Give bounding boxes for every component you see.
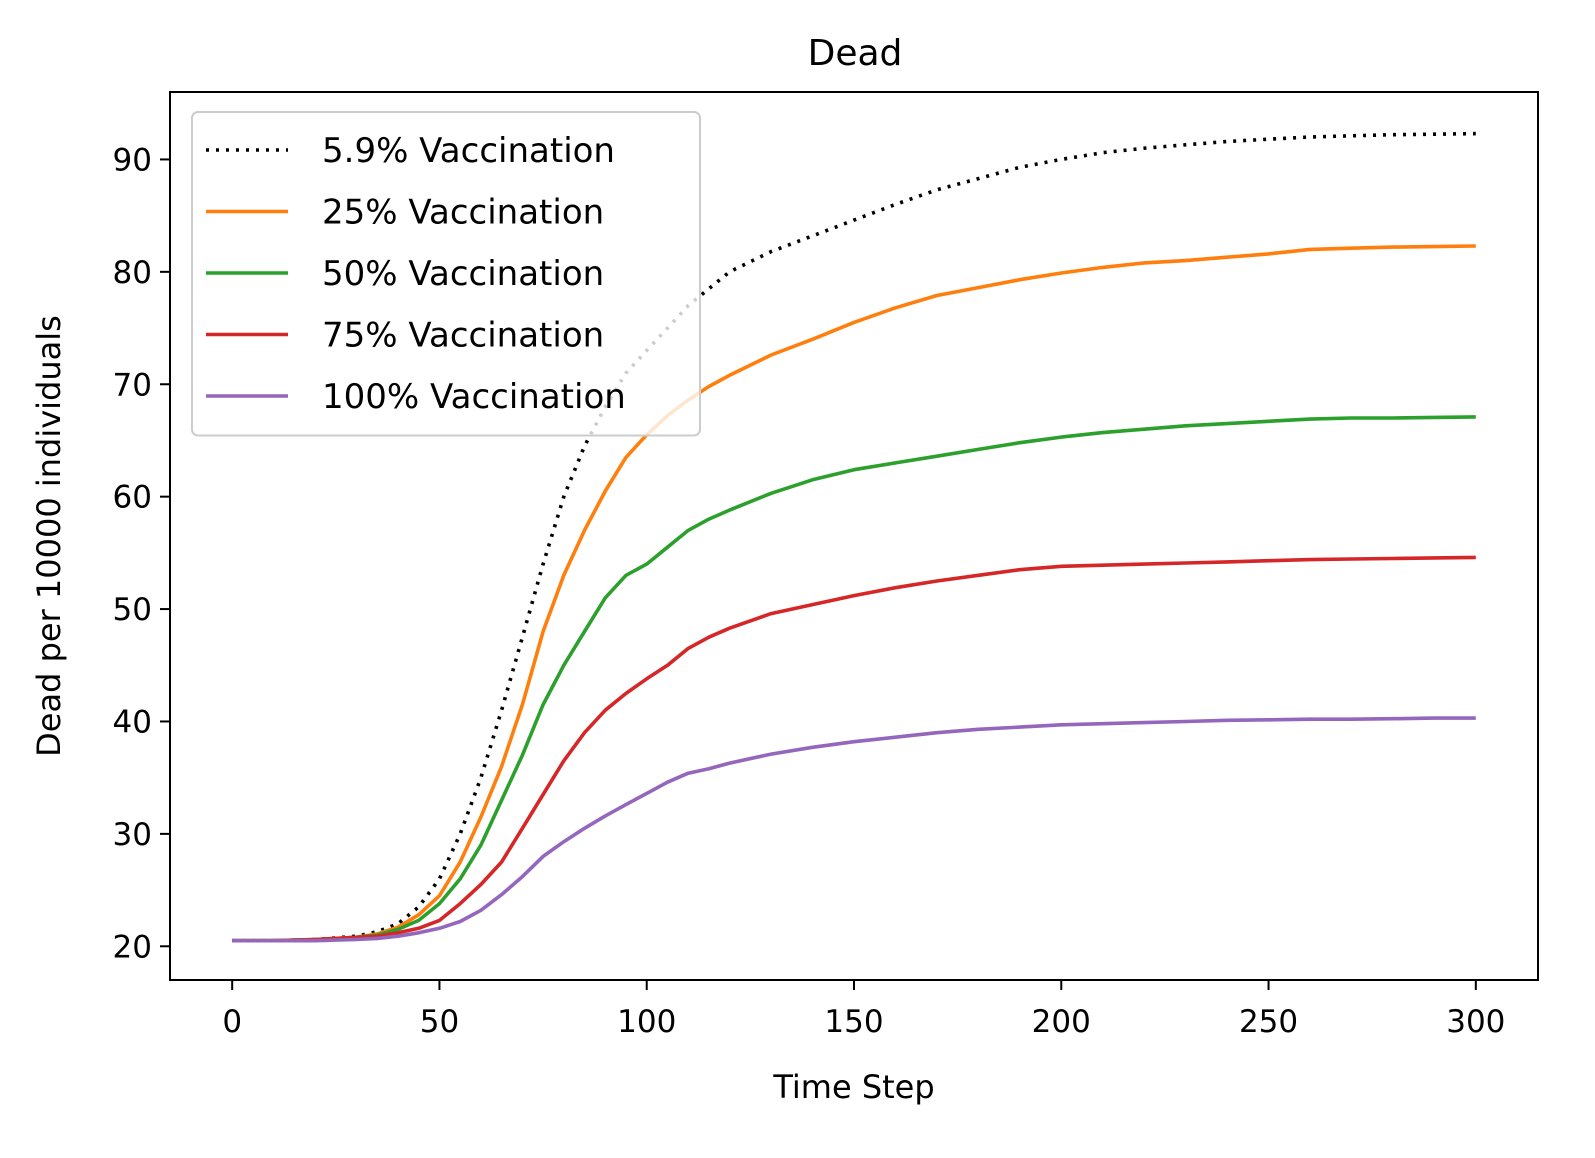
y-tick-label: 70	[113, 367, 152, 403]
legend: 5.9% Vaccination 25% Vaccination 50% Vacci…	[191, 111, 701, 437]
x-tick-label: 100	[617, 1004, 676, 1040]
y-tick-label: 20	[113, 929, 152, 965]
legend-label: 100% Vaccination	[322, 377, 626, 417]
x-tick-label: 50	[420, 1004, 459, 1040]
y-tick-label: 30	[113, 817, 152, 853]
legend-label: 25% Vaccination	[322, 193, 604, 233]
y-axis: 20 30 40 50 60 70 80 90	[113, 142, 170, 965]
y-tick-label: 40	[113, 704, 152, 740]
x-tick-label: 200	[1032, 1004, 1091, 1040]
y-axis-title: Dead per 10000 individuals	[30, 315, 68, 757]
y-tick-label: 80	[113, 255, 152, 291]
x-tick-label: 300	[1446, 1004, 1505, 1040]
legend-label: 75% Vaccination	[322, 316, 604, 356]
y-tick-label: 90	[113, 142, 152, 178]
series-line-4	[232, 555, 1476, 943]
legend-box	[191, 111, 701, 437]
chart-title: Dead	[808, 33, 903, 74]
y-tick-label: 50	[113, 592, 152, 628]
series-line-1	[232, 131, 1476, 943]
x-axis: 0 50 100 150 200 250 300	[222, 980, 1505, 1040]
legend-label: 50% Vaccination	[322, 254, 604, 294]
series-line-5	[232, 716, 1476, 943]
y-tick-label: 60	[113, 480, 152, 516]
x-tick-label: 250	[1239, 1004, 1298, 1040]
x-axis-title: Time Step	[772, 1068, 934, 1106]
series-line-3	[232, 415, 1476, 943]
x-tick-label: 150	[824, 1004, 883, 1040]
x-tick-label: 0	[222, 1004, 242, 1040]
legend-label: 5.9% Vaccination	[322, 131, 615, 171]
